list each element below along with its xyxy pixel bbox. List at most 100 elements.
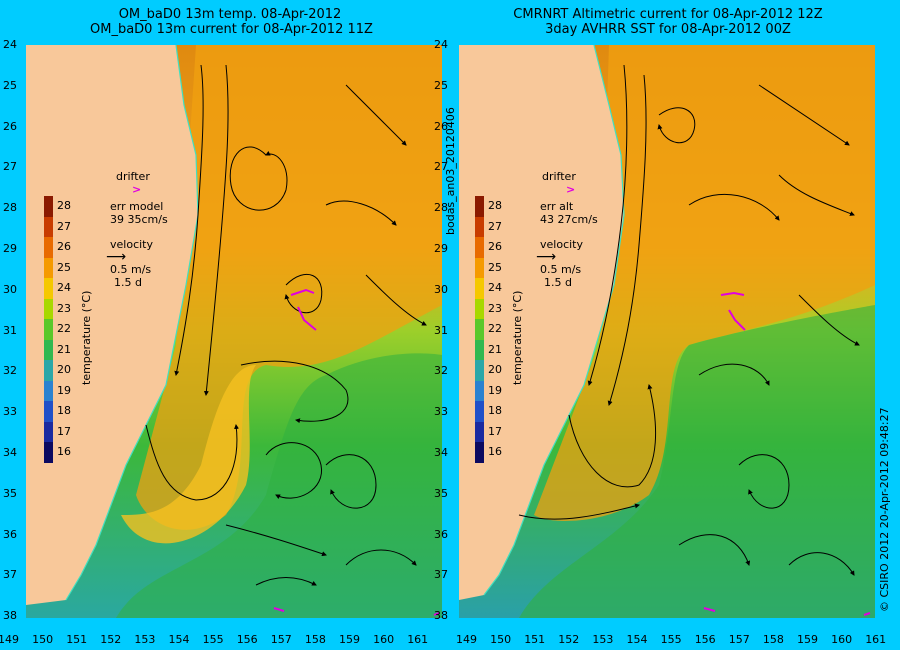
colorbar-segment bbox=[475, 237, 484, 258]
drifter-tracks bbox=[703, 291, 871, 616]
right-title: CMRNRT Altimetric current for 08-Apr-201… bbox=[488, 7, 848, 37]
colorbar-tick-label: 27 bbox=[57, 219, 71, 233]
colorbar-segment bbox=[475, 360, 484, 381]
latitude-tick-middle: 27 bbox=[434, 160, 448, 174]
latitude-tick-left: 26 bbox=[3, 119, 17, 133]
land-mass bbox=[26, 45, 198, 605]
colorbar-tick-label: 21 bbox=[488, 342, 502, 356]
colorbar-segment bbox=[44, 196, 53, 217]
colorbar-segment bbox=[44, 216, 53, 237]
latitude-tick-middle: 34 bbox=[434, 446, 448, 459]
right-title-line1: CMRNRT Altimetric current for 08-Apr-201… bbox=[513, 7, 823, 22]
longitude-tick-right: 152 bbox=[558, 633, 580, 646]
longitude-tick-left: 154 bbox=[168, 633, 190, 646]
longitude-tick-left: 149 bbox=[0, 633, 19, 646]
copyright-footer: © CSIRO 2012 20-Apr-2012 09:48:27 bbox=[878, 407, 891, 612]
colorbar-tick-label: 16 bbox=[488, 445, 502, 458]
latitude-tick-middle: 24 bbox=[434, 38, 448, 51]
current-streamlines bbox=[518, 64, 860, 576]
latitude-tick-middle: 38 bbox=[434, 609, 448, 623]
colorbar-tick-label: 17 bbox=[488, 424, 502, 438]
coastline-track bbox=[483, 45, 625, 596]
longitude-tick-right: 161 bbox=[865, 633, 887, 646]
latitude-tick-left: 32 bbox=[3, 364, 17, 378]
colorbar-tick-label: 17 bbox=[57, 424, 71, 438]
velocity-arrow-icon: ⟶ bbox=[536, 249, 557, 265]
colorbar-segment bbox=[475, 257, 484, 278]
colorbar-segment bbox=[44, 339, 53, 360]
colorbar-segment bbox=[44, 257, 53, 278]
longitude-tick-right: 154 bbox=[626, 633, 648, 646]
colorbar-tick-label: 26 bbox=[57, 240, 71, 253]
right-map-panel[interactable] bbox=[459, 45, 875, 618]
err-value: 43 27cm/s bbox=[540, 213, 598, 226]
colorbar-tick-label: 24 bbox=[57, 281, 71, 294]
latitude-tick-middle: 28 bbox=[434, 201, 448, 215]
velocity-value: 0.5 m/s bbox=[110, 263, 152, 276]
colorbar-segment bbox=[475, 380, 484, 401]
longitude-tick-right: 160 bbox=[831, 633, 853, 646]
colorbar-tick-label: 23 bbox=[488, 301, 502, 315]
colorbar-segment bbox=[44, 360, 53, 381]
drifter-tracks bbox=[273, 288, 440, 616]
velocity-value: 0.5 m/s bbox=[540, 263, 582, 276]
coastline-track bbox=[65, 45, 199, 601]
cool-water-region bbox=[116, 353, 442, 618]
colorbar-tick-label: 20 bbox=[488, 363, 502, 376]
colorbar-tick-label: 21 bbox=[57, 342, 71, 356]
colorbar-tick-label: 25 bbox=[488, 260, 502, 274]
longitude-tick-left: 152 bbox=[100, 633, 122, 646]
latitude-tick-middle: 37 bbox=[434, 568, 448, 582]
err-label: err alt bbox=[540, 200, 574, 213]
colorbar-segment bbox=[44, 401, 53, 422]
warm-eddy bbox=[121, 365, 256, 544]
left-title: OM_baD0 13m temp. 08-Apr-2012 OM_baD0 13… bbox=[90, 7, 373, 37]
longitude-tick-right: 155 bbox=[660, 633, 682, 646]
colorbar-segment bbox=[475, 216, 484, 237]
err-label: err model bbox=[110, 200, 164, 213]
left-colorbar-label: temperature (°C) bbox=[80, 290, 93, 385]
current-streamlines bbox=[145, 64, 427, 586]
right-colorbar-label: temperature (°C) bbox=[511, 290, 524, 385]
longitude-tick-left: 151 bbox=[66, 633, 88, 646]
colorbar-segment bbox=[475, 442, 484, 463]
colorbar-tick-label: 28 bbox=[57, 199, 71, 212]
latitude-tick-middle: 30 bbox=[434, 282, 448, 296]
longitude-tick-left: 150 bbox=[32, 633, 54, 646]
right-legend: drifter > err alt 43 27cm/s velocity ⟶ 0… bbox=[536, 170, 598, 289]
colorbar-tick-label: 18 bbox=[57, 404, 71, 417]
colorbar-tick-label: 22 bbox=[488, 322, 502, 335]
left-legend: drifter > err model 39 35cm/s velocity ⟶… bbox=[106, 170, 168, 289]
colorbar-tick-label: 25 bbox=[57, 260, 71, 274]
latitude-tick-left: 29 bbox=[3, 242, 17, 255]
colorbar-tick-label: 18 bbox=[488, 404, 502, 417]
latitude-tick-middle: 32 bbox=[434, 364, 448, 378]
err-value: 39 35cm/s bbox=[110, 213, 168, 226]
land-mass bbox=[459, 45, 624, 600]
left-map-panel[interactable] bbox=[26, 45, 442, 618]
colorbar-segment bbox=[475, 319, 484, 340]
longitude-tick-left: 155 bbox=[202, 633, 224, 646]
latitude-tick-middle: 35 bbox=[434, 486, 448, 500]
longitude-tick-left: 161 bbox=[407, 633, 429, 646]
colorbar-tick-label: 24 bbox=[488, 281, 502, 294]
colorbar-segment bbox=[44, 421, 53, 442]
longitude-tick-left: 158 bbox=[304, 633, 326, 646]
velocity-label: velocity bbox=[540, 238, 583, 251]
colorbar-segment bbox=[44, 298, 53, 319]
latitude-tick-left: 37 bbox=[3, 568, 17, 582]
longitude-tick-right: 156 bbox=[694, 633, 716, 646]
colorbar-tick-label: 28 bbox=[488, 199, 502, 212]
colorbar-tick-label: 23 bbox=[57, 301, 71, 315]
right-title-line2: 3day AVHRR SST for 08-Apr-2012 00Z bbox=[545, 22, 791, 37]
latitude-tick-left: 36 bbox=[3, 527, 17, 541]
velocity-label: velocity bbox=[110, 238, 153, 251]
longitude-tick-left: 157 bbox=[270, 633, 292, 646]
colorbar-segment bbox=[475, 196, 484, 217]
drifter-symbol-icon: > bbox=[132, 183, 142, 196]
colorbar-segment bbox=[44, 380, 53, 401]
latitude-tick-middle: 25 bbox=[434, 78, 448, 92]
colorbar-segment bbox=[475, 401, 484, 422]
colorbar-segment bbox=[44, 278, 53, 299]
latitude-tick-middle: 36 bbox=[434, 527, 448, 541]
